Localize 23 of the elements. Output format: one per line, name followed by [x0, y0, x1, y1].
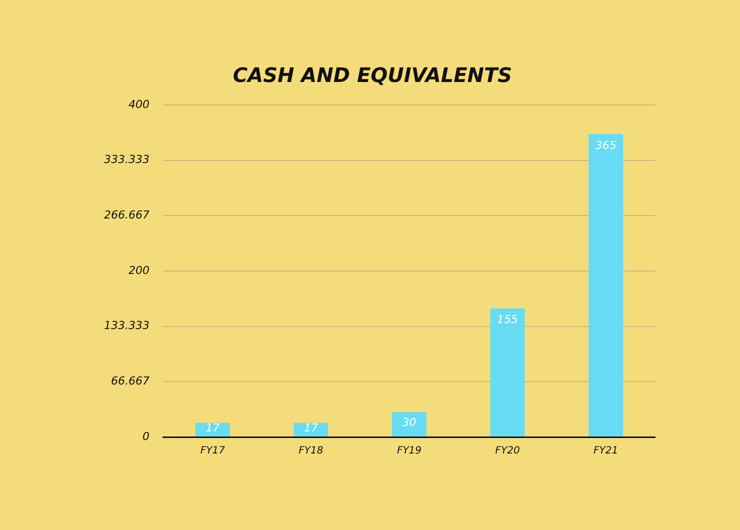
y-tick-label: 0	[142, 430, 150, 443]
bar	[588, 134, 624, 436]
x-tick-label: FY21	[594, 446, 618, 457]
chart-title: CASH AND EQUIVALENTS	[232, 63, 512, 88]
y-tick-label: 400	[128, 98, 150, 111]
data-label: 365	[595, 138, 616, 152]
bar	[294, 422, 328, 436]
x-tick-label: FY18	[298, 446, 324, 457]
y-tick-label: 66.667	[110, 374, 150, 388]
y-tick-label: 200	[128, 264, 150, 277]
x-tick-label: FY20	[495, 446, 520, 457]
data-label: 30	[402, 416, 416, 430]
x-tick-label: FY19	[396, 446, 422, 457]
y-tick-label: 333.333	[104, 153, 150, 166]
x-tick-label: FY17	[200, 446, 226, 457]
y-tick-label: 266.667	[104, 208, 150, 222]
data-label: 17	[304, 422, 318, 435]
bar	[490, 308, 525, 436]
data-label: 155	[497, 313, 518, 326]
bar	[195, 422, 230, 436]
bar	[392, 412, 426, 436]
y-tick-label: 133.333	[104, 319, 150, 332]
data-label: 17	[206, 422, 220, 435]
